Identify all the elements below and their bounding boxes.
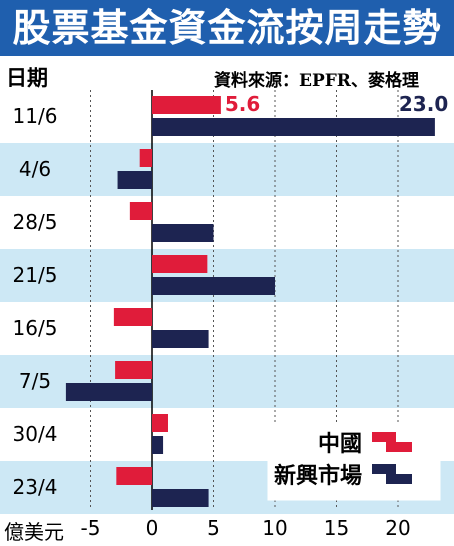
bar-emerging — [117, 171, 152, 189]
bar-emerging — [152, 118, 435, 136]
source-note: 資料來源：EPFR、麥格理 — [214, 71, 419, 91]
y-axis-label: 日期 — [6, 66, 48, 90]
bar-china — [152, 414, 168, 432]
legend-box — [267, 423, 441, 501]
category-label: 30/4 — [12, 422, 58, 446]
bar-china — [152, 96, 221, 114]
legend-swatch-emerging — [372, 464, 396, 474]
bar-emerging — [152, 489, 209, 507]
x-tick-label: 0 — [145, 516, 159, 540]
x-tick-label: 20 — [385, 516, 411, 540]
bar-emerging — [152, 277, 275, 295]
bar-china — [116, 467, 152, 485]
bar-china — [129, 202, 152, 220]
data-label-emerging: 23.0 — [398, 92, 449, 116]
row-stripe — [0, 143, 454, 196]
legend-swatch-emerging — [386, 474, 412, 484]
legend-label-china: 中國 — [318, 432, 363, 457]
bar-emerging — [152, 330, 209, 348]
bar-emerging — [65, 383, 152, 401]
category-label: 21/5 — [12, 263, 58, 287]
bar-china — [139, 149, 152, 167]
chart-title: 股票基金資金流按周走勢 — [12, 6, 442, 50]
x-tick-label: 5 — [207, 516, 220, 540]
x-tick-label: 15 — [323, 516, 350, 540]
category-label: 28/5 — [12, 210, 58, 234]
legend-label-emerging: 新興市場 — [274, 464, 363, 489]
category-label: 23/4 — [12, 475, 58, 499]
category-label: 11/6 — [12, 104, 58, 128]
legend-swatch-china — [386, 442, 412, 452]
bar-china — [115, 361, 152, 379]
x-tick-label: -5 — [80, 516, 101, 540]
bar-emerging — [152, 224, 214, 242]
bar-emerging — [152, 436, 164, 454]
data-label-china: 5.6 — [224, 92, 261, 116]
category-label: 4/6 — [18, 157, 52, 181]
category-label: 7/5 — [18, 369, 52, 393]
bar-china — [113, 308, 152, 326]
x-axis-unit: 億美元 — [4, 520, 64, 544]
bar-china — [152, 255, 208, 273]
title-bar — [0, 0, 454, 56]
category-label: 16/5 — [12, 316, 58, 340]
legend-swatch-china — [372, 432, 396, 442]
x-tick-label: 10 — [262, 516, 288, 540]
